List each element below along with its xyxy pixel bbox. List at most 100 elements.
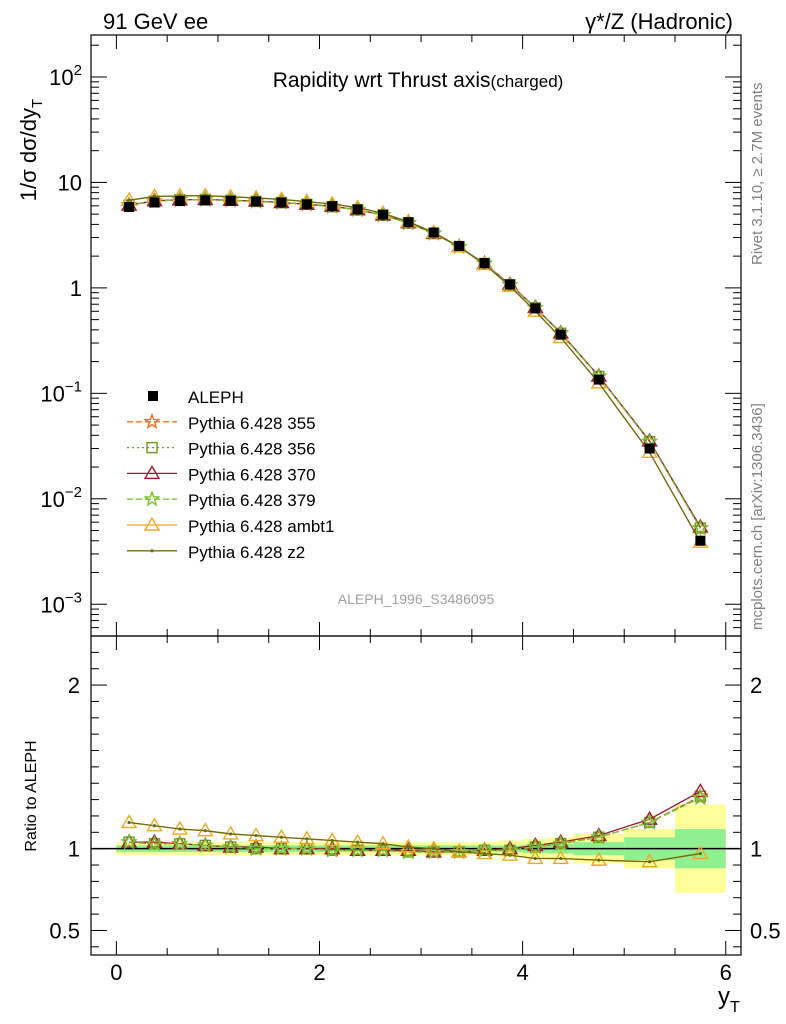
marker-dot bbox=[597, 858, 601, 862]
legend-label: Pythia 6.428 ambt1 bbox=[188, 517, 334, 536]
legend-marker-data bbox=[148, 391, 158, 401]
x-tick-label: 2 bbox=[313, 960, 325, 985]
data-point bbox=[530, 303, 541, 314]
marker-star bbox=[640, 813, 659, 830]
marker-triangle bbox=[247, 827, 265, 842]
marker-star bbox=[552, 834, 570, 852]
marker-dot bbox=[152, 194, 157, 199]
data-point bbox=[377, 209, 388, 220]
y-axis-label-ratio: Ratio to ALEPH bbox=[23, 740, 40, 851]
y-tick-label-base: 10 bbox=[58, 170, 82, 195]
marker-triangle bbox=[692, 783, 709, 798]
marker-dot bbox=[279, 835, 284, 839]
axis-ticks bbox=[91, 35, 741, 955]
data-point bbox=[149, 197, 160, 208]
marker-star bbox=[691, 519, 709, 536]
data-points-layer bbox=[124, 195, 706, 546]
marker-star bbox=[120, 833, 138, 850]
marker-star bbox=[171, 834, 189, 852]
marker-dot bbox=[178, 827, 182, 831]
ratio-plot-frame bbox=[90, 635, 742, 956]
marker-star bbox=[348, 841, 367, 858]
marker-triangle bbox=[501, 846, 519, 861]
x-tick-label: 0 bbox=[110, 960, 122, 985]
source-label: mcplots.cern.ch [arXiv:1306.3436] bbox=[749, 403, 766, 630]
analysis-label: ALEPH_1996_S3486095 bbox=[338, 591, 495, 607]
marker-star bbox=[298, 839, 316, 856]
marker-dot bbox=[559, 856, 563, 861]
marker-dot bbox=[698, 851, 702, 856]
chart-title-suffix: (charged) bbox=[491, 72, 564, 91]
rivet-version-label: Rivet 3.1.10, ≥ 2.7M events bbox=[749, 83, 766, 266]
data-point bbox=[644, 443, 655, 454]
marker-dot bbox=[457, 850, 461, 854]
marker-dot bbox=[127, 198, 131, 202]
marker-dot bbox=[432, 847, 436, 851]
data-point bbox=[124, 201, 135, 212]
marker-dot bbox=[254, 833, 258, 838]
y-tick-label-ratio-right: 0.5 bbox=[750, 918, 781, 943]
marker-triangle bbox=[692, 845, 709, 860]
chart-title: Rapidity wrt Thrust axis(charged) bbox=[273, 69, 564, 92]
data-point bbox=[428, 227, 439, 238]
x-axis-label-sub: T bbox=[730, 999, 740, 1016]
y-tick-label-main: 10−3 bbox=[40, 589, 82, 617]
legend-label: Pythia 6.428 370 bbox=[188, 465, 316, 484]
marker-dot bbox=[203, 829, 207, 833]
legend-label-data: ALEPH bbox=[188, 388, 244, 407]
marker-dot bbox=[647, 860, 652, 864]
y-tick-label-exp: −2 bbox=[65, 484, 82, 501]
marker-star bbox=[526, 837, 544, 855]
marker-dot bbox=[406, 845, 410, 849]
data-point bbox=[327, 201, 338, 212]
marker-dot bbox=[356, 840, 360, 844]
marker-dot bbox=[533, 856, 537, 861]
y-tick-label-exp: −1 bbox=[65, 378, 82, 395]
marker-triangle bbox=[143, 465, 161, 480]
data-point bbox=[403, 217, 414, 228]
y-tick-label-main: 10 bbox=[58, 170, 82, 195]
x-axis-label-text: y bbox=[718, 983, 730, 1010]
marker-triangle bbox=[197, 822, 214, 837]
marker-star bbox=[247, 839, 265, 856]
marker-triangle bbox=[222, 838, 239, 853]
legend-label: Pythia 6.428 356 bbox=[188, 440, 316, 459]
y-tick-label-base: 1 bbox=[70, 276, 82, 301]
marker-triangle bbox=[425, 843, 442, 858]
y-tick-label-main: 10−2 bbox=[40, 484, 82, 512]
data-point bbox=[225, 195, 236, 206]
y-tick-label-base: 10 bbox=[40, 487, 64, 512]
marker-dot bbox=[305, 837, 309, 841]
marker-triangle bbox=[197, 837, 214, 852]
legend: ALEPH Pythia 6.428 355 Pythia 6.428 356 Pyt… bbox=[127, 388, 334, 562]
y-tick-label-main: 10−1 bbox=[40, 378, 82, 406]
data-point bbox=[504, 279, 515, 290]
data-point bbox=[301, 199, 312, 210]
marker-star bbox=[222, 837, 240, 855]
x-tick-label: 4 bbox=[517, 960, 529, 985]
marker-star bbox=[323, 841, 341, 858]
marker-dot bbox=[330, 838, 334, 843]
marker-star bbox=[590, 828, 608, 845]
marker-triangle bbox=[349, 841, 366, 857]
y-tick-label-base: 10 bbox=[40, 592, 64, 617]
marker-triangle bbox=[349, 833, 366, 848]
header-right: γ*/Z (Hadronic) bbox=[585, 9, 733, 34]
y-tick-label-ratio: 1 bbox=[68, 837, 80, 862]
marker-dot bbox=[381, 842, 385, 846]
marker-dot bbox=[150, 549, 154, 553]
y-tick-label-exp: −3 bbox=[65, 589, 82, 606]
data-point bbox=[479, 258, 490, 269]
marker-dot bbox=[229, 832, 233, 836]
marker-triangle bbox=[323, 832, 341, 847]
marker-triangle bbox=[273, 828, 290, 843]
marker-triangle bbox=[120, 814, 138, 829]
y-axis-label-main: 1/σ dσ/dyT bbox=[16, 99, 46, 201]
marker-triangle bbox=[171, 835, 189, 850]
y-tick-label-main: 1 bbox=[70, 276, 82, 301]
legend-label: Pythia 6.428 z2 bbox=[188, 543, 305, 562]
marker-dot bbox=[482, 851, 487, 856]
marker-star bbox=[374, 841, 392, 858]
